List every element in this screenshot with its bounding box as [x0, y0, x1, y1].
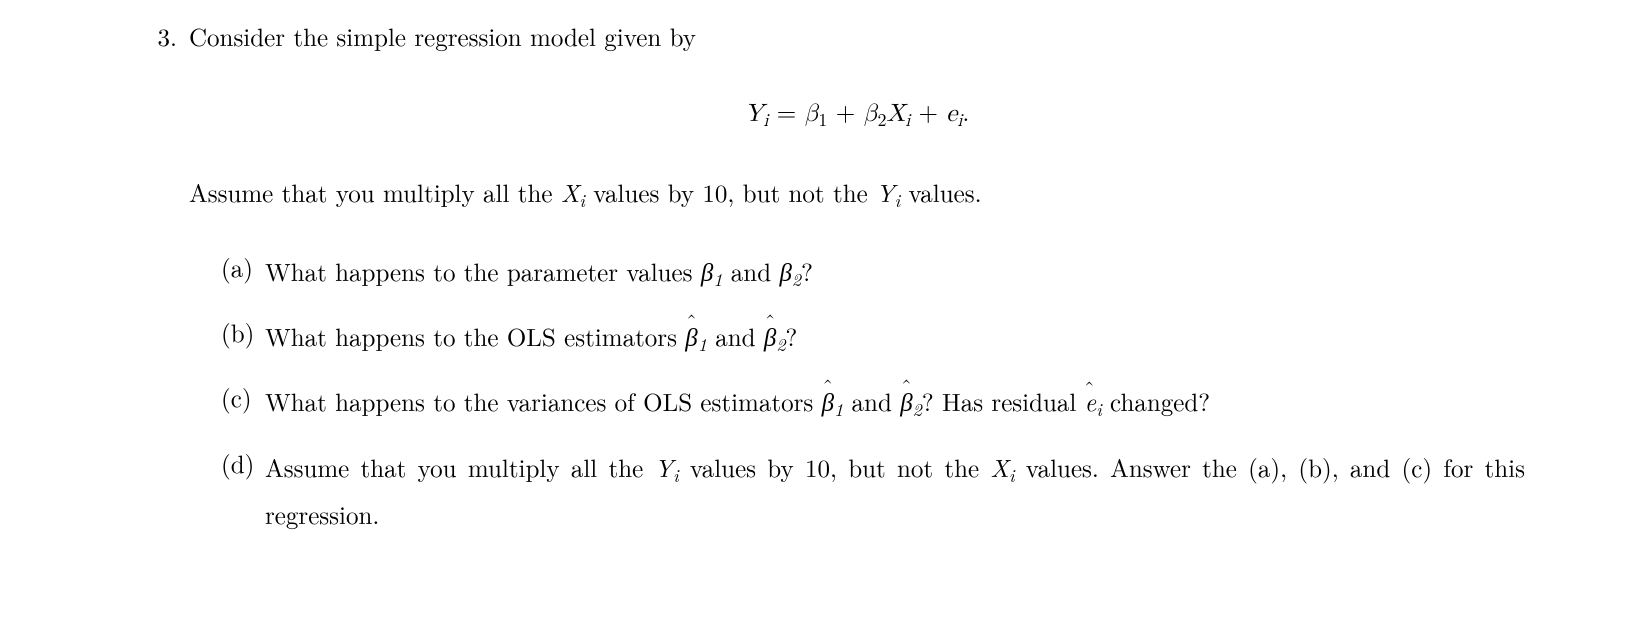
regression-equation: Yi = β1 + β2Xi + ei. — [189, 95, 1525, 136]
part-label: (b) — [221, 314, 265, 353]
part-a: (a) What happens to the parameter values… — [221, 249, 1525, 296]
part-b: (b) What happens to the OLS estimators ˆ… — [221, 314, 1525, 361]
part-label: (d) — [221, 445, 265, 484]
problem-number: 3. — [125, 18, 189, 57]
problem-page: 3. Consider the simple regression model … — [0, 0, 1640, 538]
part-body: What happens to the variances of OLS est… — [265, 379, 1525, 426]
part-c: (c) What happens to the variances of OLS… — [221, 379, 1525, 426]
problem-item: 3. Consider the simple regression model … — [125, 18, 1525, 538]
part-d: (d) Assume that you multiply all the Yi … — [221, 445, 1525, 539]
problem-body: Consider the simple regression model giv… — [189, 18, 1525, 538]
part-body: Assume that you multiply all the Yi valu… — [265, 445, 1525, 539]
subparts-list: (a) What happens to the parameter values… — [189, 249, 1525, 539]
part-body: What happens to the parameter values β1 … — [265, 249, 1525, 296]
part-label: (c) — [221, 379, 265, 418]
problem-intro: Consider the simple regression model giv… — [189, 18, 1525, 57]
assumption-text: Assume that you multiply all the Xi valu… — [189, 174, 1525, 215]
part-label: (a) — [221, 249, 265, 288]
part-body: What happens to the OLS estimators ˆβ1 a… — [265, 314, 1525, 361]
